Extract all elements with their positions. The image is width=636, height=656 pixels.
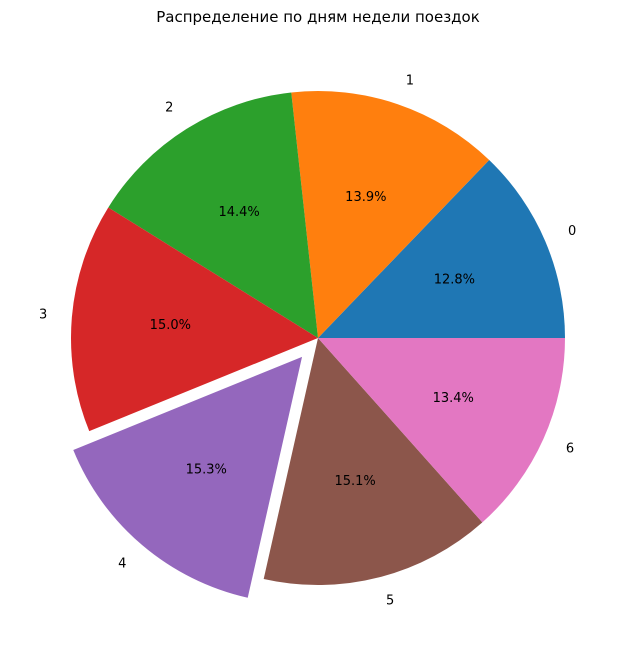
pie-slice-3 [70, 207, 318, 432]
pie-percent-label-0: 12.8% [434, 272, 475, 287]
pie-slice-0 [318, 159, 565, 338]
chart-title: Распределение по дням недели поездок [156, 8, 480, 26]
pie-slices [70, 91, 565, 598]
pie-category-label-0: 0 [568, 224, 576, 239]
pie-slice-5 [263, 338, 483, 585]
pie-category-label-6: 6 [566, 442, 574, 457]
pie-slice-1 [291, 91, 490, 338]
pie-slice-2 [108, 92, 318, 338]
pie-category-label-5: 5 [386, 594, 394, 609]
pie-slice-6 [318, 338, 565, 523]
pie-category-label-2: 2 [165, 100, 173, 115]
pie-slice-4 [73, 356, 303, 598]
pie-percent-label-3: 15.0% [150, 318, 191, 333]
pie-percent-label-6: 13.4% [433, 391, 474, 406]
pie-labels: 12.8% 0 13.9% 1 14.4% 2 15.0% 3 15.3% 4 15.1% 5 13.4… [39, 73, 576, 608]
pie-category-label-4: 4 [118, 557, 126, 572]
pie-percent-label-1: 13.9% [345, 190, 386, 205]
pie-percent-label-4: 15.3% [186, 462, 227, 477]
pie-category-label-1: 1 [406, 73, 414, 88]
pie-percent-label-2: 14.4% [218, 205, 259, 220]
pie-percent-label-5: 15.1% [334, 474, 375, 489]
pie-category-label-3: 3 [39, 307, 47, 322]
